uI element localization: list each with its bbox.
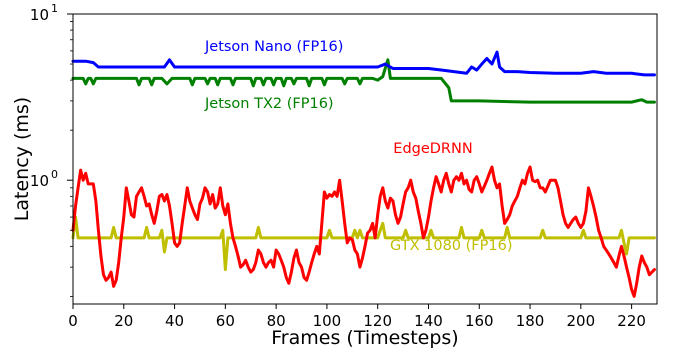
x-tick-label: 0 <box>68 312 78 330</box>
series-label-edgedrnn: EdgeDRNN <box>393 141 472 157</box>
series-label-gtx-1080-fp16: GTX 1080 (FP16) <box>390 238 512 254</box>
y-tick-exponent: 1 <box>51 2 58 15</box>
y-tick-base: 10 <box>30 172 49 190</box>
x-axis: 0 20 40 60 80 100 120 140 160 180 200 220 <box>68 304 646 330</box>
series-label-jetson-nano-fp16: Jetson Nano (FP16) <box>204 39 343 55</box>
x-tick-label: 120 <box>363 312 392 330</box>
series-labels: Jetson Nano (FP16) Jetson TX2 (FP16) EdgeD… <box>204 39 512 254</box>
x-tick-label: 200 <box>567 312 596 330</box>
x-tick-label: 40 <box>165 312 184 330</box>
x-tick-label: 100 <box>313 312 342 330</box>
x-tick-label: 180 <box>516 312 545 330</box>
x-tick-label: 20 <box>114 312 133 330</box>
x-tick-label: 160 <box>465 312 494 330</box>
series-line-gtx-1080-fp16 <box>71 215 656 272</box>
y-tick-label: 10 <box>30 6 49 24</box>
y-tick-exponent: 0 <box>51 168 58 181</box>
x-tick-label: 220 <box>617 312 646 330</box>
plot-frame <box>72 13 658 305</box>
x-tick-label: 140 <box>414 312 443 330</box>
series-line-edgedrnn <box>71 165 656 298</box>
y-tick-label: 10 <box>30 172 49 190</box>
series-layer <box>71 50 656 298</box>
y-tick-base: 10 <box>30 6 49 24</box>
y-axis-title: Latency (ms) <box>11 97 33 221</box>
x-axis-title: Frames (Timesteps) <box>271 327 458 349</box>
series-label-jetson-tx2-fp16: Jetson TX2 (FP16) <box>204 96 334 112</box>
x-tick-label: 80 <box>267 312 286 330</box>
series-line-jetson-tx2-fp16 <box>71 58 656 104</box>
series-line-jetson-nano-fp16 <box>71 50 656 77</box>
x-tick-label: 60 <box>216 312 235 330</box>
